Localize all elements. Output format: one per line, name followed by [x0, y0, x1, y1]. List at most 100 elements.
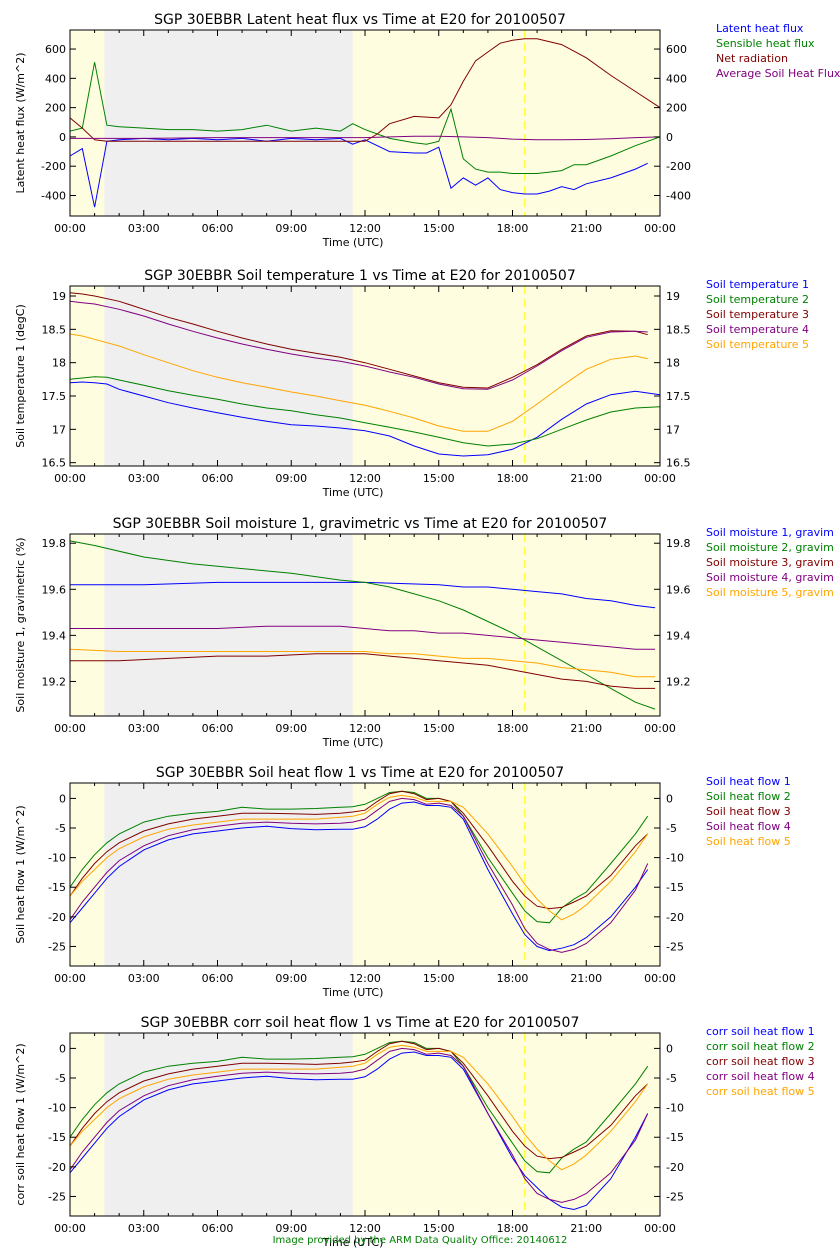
legend-entry-2: Soil heat flow 2 [706, 790, 791, 803]
y-tick-label-right: -25 [666, 940, 684, 953]
footer-credit: Image provided by the ARM Data Quality O… [273, 1235, 568, 1246]
x-tick-label: 00:00 [644, 472, 676, 485]
night-background [104, 1033, 353, 1216]
series-line-2 [69, 790, 649, 924]
y-tick-label-left: -25 [48, 940, 66, 953]
chart-panel-1: 00:00 03:00 06:00 09:00 12:00 15:00 18:00 21:00… [14, 12, 840, 249]
y-axis-label: Soil temperature 1 (degC) [14, 304, 27, 447]
legend-entry-4: Soil heat flow 4 [706, 820, 791, 833]
y-tick-label-right: 0 [666, 131, 673, 144]
x-axis-label: Time (UTC) [322, 736, 384, 749]
series-line-2 [69, 62, 661, 174]
y-tick-label-left: -15 [48, 881, 66, 894]
y-tick-label-right: -400 [666, 189, 691, 202]
chart-panel-3: 00:00 03:00 06:00 09:00 12:00 15:00 18:00 21:00… [14, 516, 834, 749]
x-tick-label: 06:00 [202, 972, 234, 985]
legend-entry-5: corr soil heat flow 5 [706, 1085, 815, 1098]
chart-panel-4: 00:00 03:00 06:00 09:00 12:00 15:00 18:00 21:00… [14, 765, 791, 999]
series-line-3 [69, 1040, 649, 1160]
series-line-3 [69, 292, 648, 389]
series-line-3 [69, 38, 661, 142]
chart-title: SGP 30EBBR Soil temperature 1 vs Time at… [144, 268, 576, 284]
y-tick-label-left: 19.8 [42, 537, 67, 550]
x-tick-label: 00:00 [644, 1222, 676, 1235]
x-axis-label: Time (UTC) [322, 236, 384, 249]
series-line-1 [69, 1051, 649, 1211]
series-line-2 [69, 540, 656, 710]
y-tick-label-right: -20 [666, 1161, 684, 1174]
x-tick-label: 00:00 [54, 722, 86, 735]
x-axis-label: Time (UTC) [322, 986, 384, 999]
y-tick-label-left: -25 [48, 1190, 66, 1203]
y-tick-label-right: 19.8 [666, 537, 691, 550]
legend-entry-2: Sensible heat flux [716, 37, 815, 50]
y-tick-label-left: 0 [59, 792, 66, 805]
y-tick-label-left: 0 [59, 131, 66, 144]
series-line-1 [69, 381, 661, 457]
y-tick-label-right: 17 [666, 423, 680, 436]
y-tick-label-left: 18 [52, 357, 66, 370]
y-tick-label-left: -15 [48, 1131, 66, 1144]
legend-entry-2: corr soil heat flow 2 [706, 1040, 815, 1053]
y-tick-label-left: 16.5 [42, 457, 67, 470]
y-tick-label-right: 19.2 [666, 675, 691, 688]
x-tick-label: 15:00 [423, 472, 455, 485]
chart-title: SGP 30EBBR Soil moisture 1, gravimetric … [113, 516, 608, 532]
x-tick-label: 00:00 [54, 972, 86, 985]
x-tick-label: 03:00 [128, 972, 160, 985]
x-tick-label: 12:00 [349, 472, 381, 485]
y-tick-label-left: -20 [48, 1161, 66, 1174]
x-tick-label: 00:00 [54, 472, 86, 485]
x-tick-label: 18:00 [497, 972, 529, 985]
chart-title: SGP 30EBBR corr soil heat flow 1 vs Time… [141, 1015, 580, 1031]
legend-entry-3: corr soil heat flow 3 [706, 1055, 815, 1068]
legend-entry-1: Latent heat flux [716, 22, 804, 35]
y-tick-label-right: -20 [666, 911, 684, 924]
y-tick-label-right: 16.5 [666, 457, 691, 470]
y-tick-label-right: 18 [666, 357, 680, 370]
y-tick-label-right: 18.5 [666, 323, 691, 336]
legend-entry-5: Soil heat flow 5 [706, 835, 791, 848]
y-tick-label-right: -5 [666, 1072, 677, 1085]
y-tick-label-right: -15 [666, 881, 684, 894]
y-tick-label-left: 600 [45, 43, 66, 56]
x-tick-label: 12:00 [349, 972, 381, 985]
series-line-1 [69, 801, 649, 952]
legend-entry-1: Soil temperature 1 [706, 278, 809, 291]
y-tick-label-right: 400 [666, 72, 687, 85]
y-tick-label-right: 17.5 [666, 390, 691, 403]
legend-entry-4: Soil temperature 4 [706, 323, 809, 336]
x-tick-label: 15:00 [423, 722, 455, 735]
y-tick-label-left: -20 [48, 911, 66, 924]
x-tick-label: 03:00 [128, 722, 160, 735]
series-line-3 [70, 653, 656, 689]
legend-entry-4: Average Soil Heat Flux [716, 67, 840, 80]
y-tick-label-right: -10 [666, 852, 684, 865]
y-tick-label-left: 17.5 [42, 390, 67, 403]
x-tick-label: 21:00 [570, 222, 602, 235]
y-axis-label: Latent heat flux (W/m^2) [14, 52, 27, 193]
x-tick-label: 21:00 [570, 1222, 602, 1235]
x-tick-label: 09:00 [275, 1222, 307, 1235]
x-tick-label: 00:00 [644, 222, 676, 235]
x-axis-label: Time (UTC) [322, 1236, 384, 1249]
legend-entry-5: Soil moisture 5, gravim [706, 586, 834, 599]
y-tick-label-left: 19.2 [42, 675, 67, 688]
x-tick-label: 03:00 [128, 1222, 160, 1235]
x-tick-label: 06:00 [202, 472, 234, 485]
y-tick-label-right: 600 [666, 43, 687, 56]
y-tick-label-left: 400 [45, 72, 66, 85]
x-tick-label: 09:00 [275, 472, 307, 485]
y-tick-label-right: 0 [666, 792, 673, 805]
x-tick-label: 15:00 [423, 1222, 455, 1235]
series-line-4 [69, 797, 649, 953]
x-tick-label: 09:00 [275, 222, 307, 235]
x-tick-label: 00:00 [644, 722, 676, 735]
y-tick-label-right: 0 [666, 1042, 673, 1055]
x-tick-label: 03:00 [128, 222, 160, 235]
y-tick-label-left: 17 [52, 423, 66, 436]
y-tick-label-left: 18.5 [42, 323, 67, 336]
x-tick-label: 18:00 [497, 222, 529, 235]
night-background [104, 30, 353, 216]
